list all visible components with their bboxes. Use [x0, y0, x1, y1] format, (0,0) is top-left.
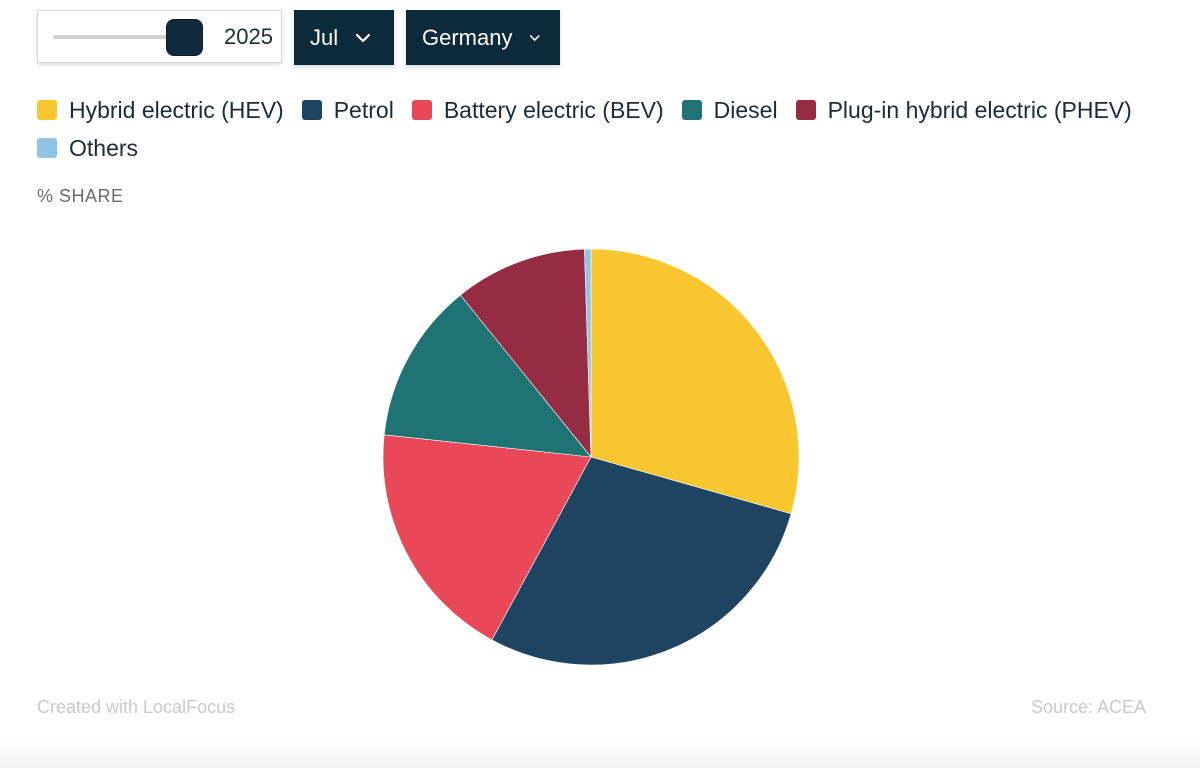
- legend-item-phev[interactable]: Plug-in hybrid electric (PHEV): [795, 96, 1132, 124]
- credit-text: Created with LocalFocus: [37, 697, 236, 717]
- value-axis-label: % SHARE: [37, 186, 124, 206]
- legend-item-petrol[interactable]: Petrol: [301, 96, 394, 124]
- pie-slice-petrol[interactable]: [491, 456, 792, 666]
- slider-handle[interactable]: [166, 19, 204, 56]
- source-text: Source: ACEA: [1030, 697, 1146, 717]
- legend-item-others[interactable]: Others: [37, 134, 138, 162]
- legend-item-hev[interactable]: Hybrid electric (HEV): [37, 96, 284, 124]
- chart-legend: Hybrid electric (HEV) Petrol Battery ele…: [37, 96, 1157, 162]
- slider-track[interactable]: [53, 35, 188, 39]
- pie-slice-bev[interactable]: [382, 434, 592, 641]
- pie-slice-hev[interactable]: [590, 248, 800, 515]
- legend-swatch-hev: [37, 100, 57, 120]
- chevron-down-icon: [530, 34, 540, 41]
- country-dropdown[interactable]: Germany: [406, 10, 560, 65]
- legend-item-bev[interactable]: Battery electric (BEV): [411, 96, 664, 124]
- month-dropdown-label: Jul: [310, 24, 339, 50]
- bottom-edge: [0, 740, 1200, 768]
- legend-label-petrol: Petrol: [333, 96, 394, 123]
- legend-label-bev: Battery electric (BEV): [443, 96, 664, 123]
- legend-label-phev: Plug-in hybrid electric (PHEV): [827, 96, 1132, 123]
- legend-swatch-bev: [411, 100, 432, 120]
- legend-label-diesel: Diesel: [713, 96, 778, 123]
- pie-slice-diesel[interactable]: [383, 294, 592, 458]
- chevron-down-icon: [356, 33, 371, 42]
- month-dropdown[interactable]: Jul: [294, 10, 394, 65]
- year-slider[interactable]: 2025: [37, 10, 282, 63]
- legend-swatch-phev: [795, 100, 816, 120]
- pie-slice-others[interactable]: [584, 248, 592, 458]
- pie-slice-phev[interactable]: [460, 248, 592, 458]
- legend-label-others: Others: [69, 134, 139, 161]
- legend-swatch-diesel: [681, 100, 702, 120]
- legend-swatch-others: [37, 138, 57, 158]
- legend-swatch-petrol: [301, 100, 322, 120]
- legend-label-hev: Hybrid electric (HEV): [69, 96, 284, 123]
- year-value: 2025: [224, 24, 273, 49]
- country-dropdown-label: Germany: [422, 24, 513, 50]
- filter-controls: 2025 Jul Germany: [37, 10, 560, 65]
- legend-item-diesel[interactable]: Diesel: [681, 96, 778, 124]
